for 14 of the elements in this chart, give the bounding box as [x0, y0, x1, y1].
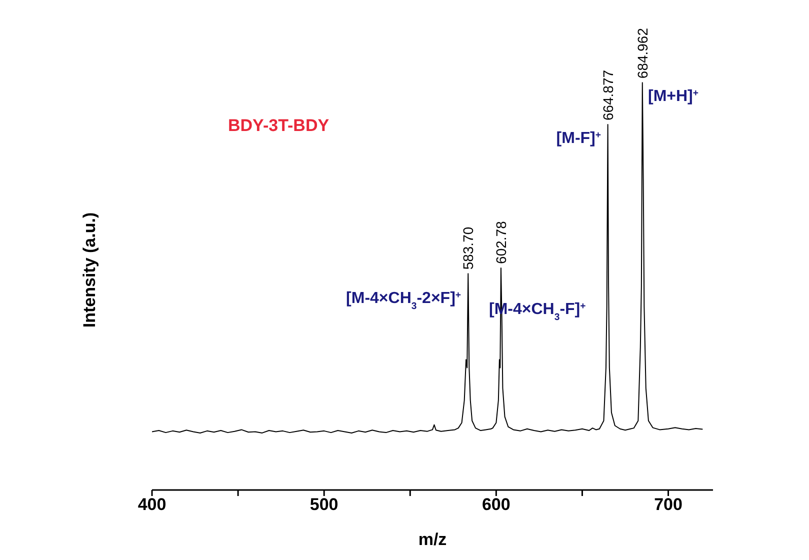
y-axis-title: Intensity (a.u.) — [80, 212, 100, 328]
annotation: 684.962 — [634, 28, 650, 79]
x-tick-label: 700 — [654, 495, 682, 514]
x-tick-label: 600 — [482, 495, 510, 514]
annotation: [M-F]$^{+}$ — [556, 130, 602, 147]
annotation: [M-4×CH$_{3}$-2×F]$^{+}$ — [346, 290, 462, 312]
annotation: 602.78 — [492, 220, 509, 264]
text: BDY-3T-BDY — [228, 116, 330, 136]
x-tick-label: 400 — [138, 495, 166, 514]
annotation: 583.70 — [460, 226, 476, 270]
x-axis-title: m/z — [418, 530, 447, 549]
annotation: [M+H]$^{+}$ — [648, 88, 699, 105]
x-tick-label: 500 — [310, 495, 338, 514]
annotation: 664.877 — [600, 70, 616, 121]
